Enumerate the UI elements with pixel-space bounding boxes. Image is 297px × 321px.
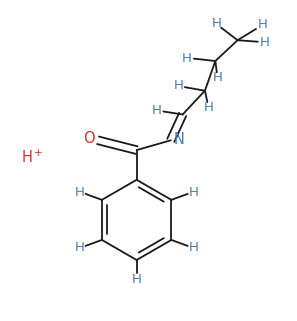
Text: H: H [173, 80, 183, 92]
Text: H: H [189, 241, 199, 254]
Text: H: H [203, 101, 213, 114]
Text: H: H [132, 273, 142, 286]
Text: O: O [83, 131, 95, 146]
Text: H: H [211, 17, 221, 30]
Text: H: H [151, 104, 162, 117]
Text: H: H [259, 36, 269, 49]
Text: H: H [257, 18, 267, 31]
Text: H: H [75, 241, 85, 254]
Text: N: N [174, 132, 184, 147]
Text: +: + [34, 148, 42, 158]
Text: H: H [189, 186, 199, 199]
Text: H: H [212, 71, 222, 84]
Text: H: H [21, 150, 32, 165]
Text: H: H [182, 52, 192, 65]
Text: H: H [75, 186, 85, 199]
